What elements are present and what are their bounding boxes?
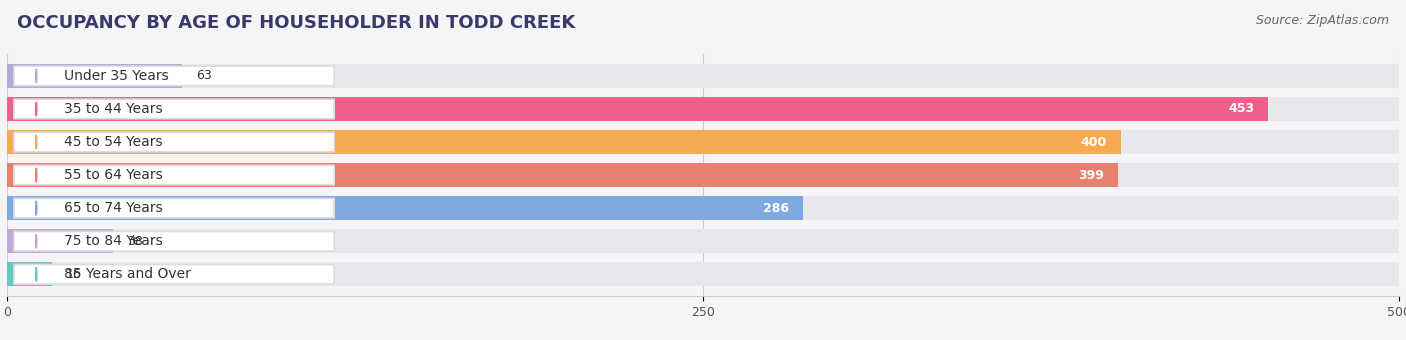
Bar (7, 196, 1399, 220)
Bar (7, 230, 1399, 253)
Text: 65 to 74 Years: 65 to 74 Years (65, 201, 163, 215)
Text: 16: 16 (66, 268, 82, 281)
Text: OCCUPANCY BY AGE OF HOUSEHOLDER IN TODD CREEK: OCCUPANCY BY AGE OF HOUSEHOLDER IN TODD … (17, 14, 575, 32)
FancyBboxPatch shape (14, 66, 335, 86)
Text: 85 Years and Over: 85 Years and Over (65, 267, 191, 281)
Bar (7, 64, 1399, 88)
Bar (7, 64, 183, 88)
Bar (7, 196, 803, 220)
Text: 286: 286 (763, 202, 789, 215)
Bar (7, 262, 1399, 286)
Bar (7, 130, 1121, 154)
Text: 400: 400 (1080, 136, 1107, 149)
Text: 45 to 54 Years: 45 to 54 Years (65, 135, 163, 149)
FancyBboxPatch shape (14, 198, 335, 218)
Text: 35 to 44 Years: 35 to 44 Years (65, 102, 163, 116)
Text: Source: ZipAtlas.com: Source: ZipAtlas.com (1256, 14, 1389, 27)
Text: 399: 399 (1078, 169, 1104, 182)
FancyBboxPatch shape (14, 165, 335, 185)
FancyBboxPatch shape (14, 232, 335, 251)
Bar (7, 97, 1399, 121)
Text: 38: 38 (127, 235, 142, 248)
Text: 453: 453 (1227, 102, 1254, 116)
FancyBboxPatch shape (14, 265, 335, 284)
Text: 55 to 64 Years: 55 to 64 Years (65, 168, 163, 182)
FancyBboxPatch shape (14, 132, 335, 152)
Text: 75 to 84 Years: 75 to 84 Years (65, 234, 163, 248)
Text: Under 35 Years: Under 35 Years (65, 69, 169, 83)
Bar (7, 163, 1399, 187)
Bar (7, 262, 52, 286)
Bar (7, 163, 1118, 187)
Bar (7, 130, 1399, 154)
Text: 63: 63 (197, 69, 212, 82)
Bar (7, 97, 1268, 121)
Bar (7, 230, 112, 253)
FancyBboxPatch shape (14, 99, 335, 119)
